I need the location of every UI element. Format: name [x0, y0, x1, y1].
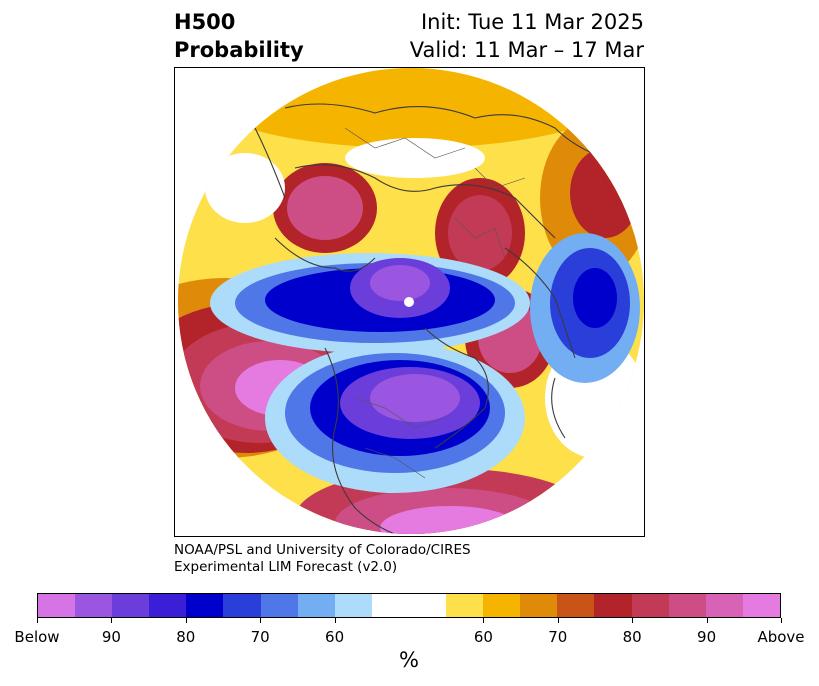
colorbar-swatch — [223, 594, 261, 617]
data-credit: NOAA/PSL and University of Colorado/CIRE… — [174, 542, 471, 576]
polar-map — [178, 68, 644, 534]
colorbar-tick — [37, 618, 38, 623]
credit-line1: NOAA/PSL and University of Colorado/CIRE… — [174, 542, 471, 558]
colorbar-tick — [557, 618, 559, 623]
colorbar-tick — [483, 618, 485, 623]
colorbar-swatch — [260, 594, 298, 617]
colorbar-swatch — [38, 594, 76, 617]
colorbar-swatch — [149, 594, 187, 617]
map-panel — [174, 67, 645, 537]
map-title: H500 Probability — [174, 8, 304, 64]
colorbar-swatch — [408, 594, 447, 617]
colorbar-tick-label: Above — [757, 628, 805, 646]
colorbar-tick-label: 60 — [473, 628, 493, 646]
colorbar-tick-label: 70 — [548, 628, 568, 646]
credit-line2: Experimental LIM Forecast (v2.0) — [174, 559, 398, 575]
below-normal-regions — [210, 233, 640, 493]
colorbar-tick-label: Below — [14, 628, 60, 646]
colorbar-tick-label: 60 — [325, 628, 345, 646]
colorbar-tick — [781, 618, 782, 623]
coastlines — [254, 103, 606, 534]
title-measure: Probability — [174, 38, 304, 62]
colorbar-swatch — [371, 594, 409, 617]
colorbar-swatch — [297, 594, 335, 617]
title-variable: H500 — [174, 10, 236, 34]
init-date: Init: Tue 11 Mar 2025 — [420, 10, 644, 34]
colorbar-swatch — [742, 594, 780, 617]
colorbar — [37, 593, 781, 618]
colorbar-tick-label: 90 — [697, 628, 717, 646]
colorbar-swatch — [557, 594, 595, 617]
political-borders — [344, 127, 526, 479]
pole-marker — [404, 297, 414, 307]
colorbar-swatch — [446, 594, 484, 617]
colorbar-swatch — [705, 594, 743, 617]
colorbar-swatch — [75, 594, 113, 617]
colorbar-tick-label: 80 — [176, 628, 196, 646]
colorbar-tick-label: 80 — [622, 628, 642, 646]
colorbar-swatch — [112, 594, 150, 617]
colorbar-tick-label: 70 — [250, 628, 270, 646]
colorbar-tick — [111, 618, 113, 623]
colorbar-tick — [334, 618, 336, 623]
colorbar-swatch — [520, 594, 558, 617]
colorbar-swatch — [186, 594, 224, 617]
colorbar-tick — [706, 618, 708, 623]
colorbar-tick — [260, 618, 262, 623]
colorbar-swatch — [483, 594, 521, 617]
colorbar-swatch — [631, 594, 669, 617]
forecast-dates: Init: Tue 11 Mar 2025 Valid: 11 Mar – 17… — [410, 8, 644, 64]
colorbar-swatch — [668, 594, 706, 617]
colorbar-swatch — [334, 594, 372, 617]
colorbar-swatch — [594, 594, 632, 617]
colorbar-unit: % — [399, 648, 419, 672]
colorbar-tick — [185, 618, 187, 623]
colorbar-tick-label: 90 — [101, 628, 121, 646]
colorbar-tick — [632, 618, 634, 623]
valid-range: Valid: 11 Mar – 17 Mar — [409, 38, 644, 62]
